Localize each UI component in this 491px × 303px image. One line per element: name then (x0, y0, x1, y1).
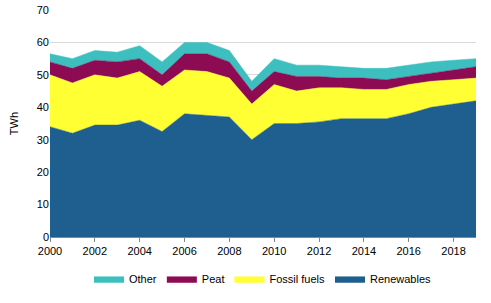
svg-text:2012: 2012 (307, 245, 331, 257)
svg-text:0: 0 (43, 231, 49, 243)
svg-text:50: 50 (37, 69, 49, 81)
svg-text:2006: 2006 (172, 245, 196, 257)
svg-text:20: 20 (37, 166, 49, 178)
svg-text:2016: 2016 (396, 245, 420, 257)
svg-text:10: 10 (37, 198, 49, 210)
svg-text:Other: Other (129, 273, 157, 285)
svg-text:2018: 2018 (441, 245, 465, 257)
svg-text:70: 70 (37, 4, 49, 16)
svg-text:TWh: TWh (8, 112, 20, 135)
svg-text:40: 40 (37, 101, 49, 113)
svg-text:30: 30 (37, 134, 49, 146)
svg-text:60: 60 (37, 36, 49, 48)
svg-text:Renewables: Renewables (370, 273, 431, 285)
svg-text:Peat: Peat (202, 273, 225, 285)
svg-text:2004: 2004 (127, 245, 151, 257)
svg-text:2008: 2008 (217, 245, 241, 257)
svg-text:2000: 2000 (38, 245, 62, 257)
svg-text:2010: 2010 (262, 245, 286, 257)
svg-text:2002: 2002 (83, 245, 107, 257)
svg-text:2014: 2014 (352, 245, 376, 257)
svg-text:Fossil fuels: Fossil fuels (269, 273, 325, 285)
